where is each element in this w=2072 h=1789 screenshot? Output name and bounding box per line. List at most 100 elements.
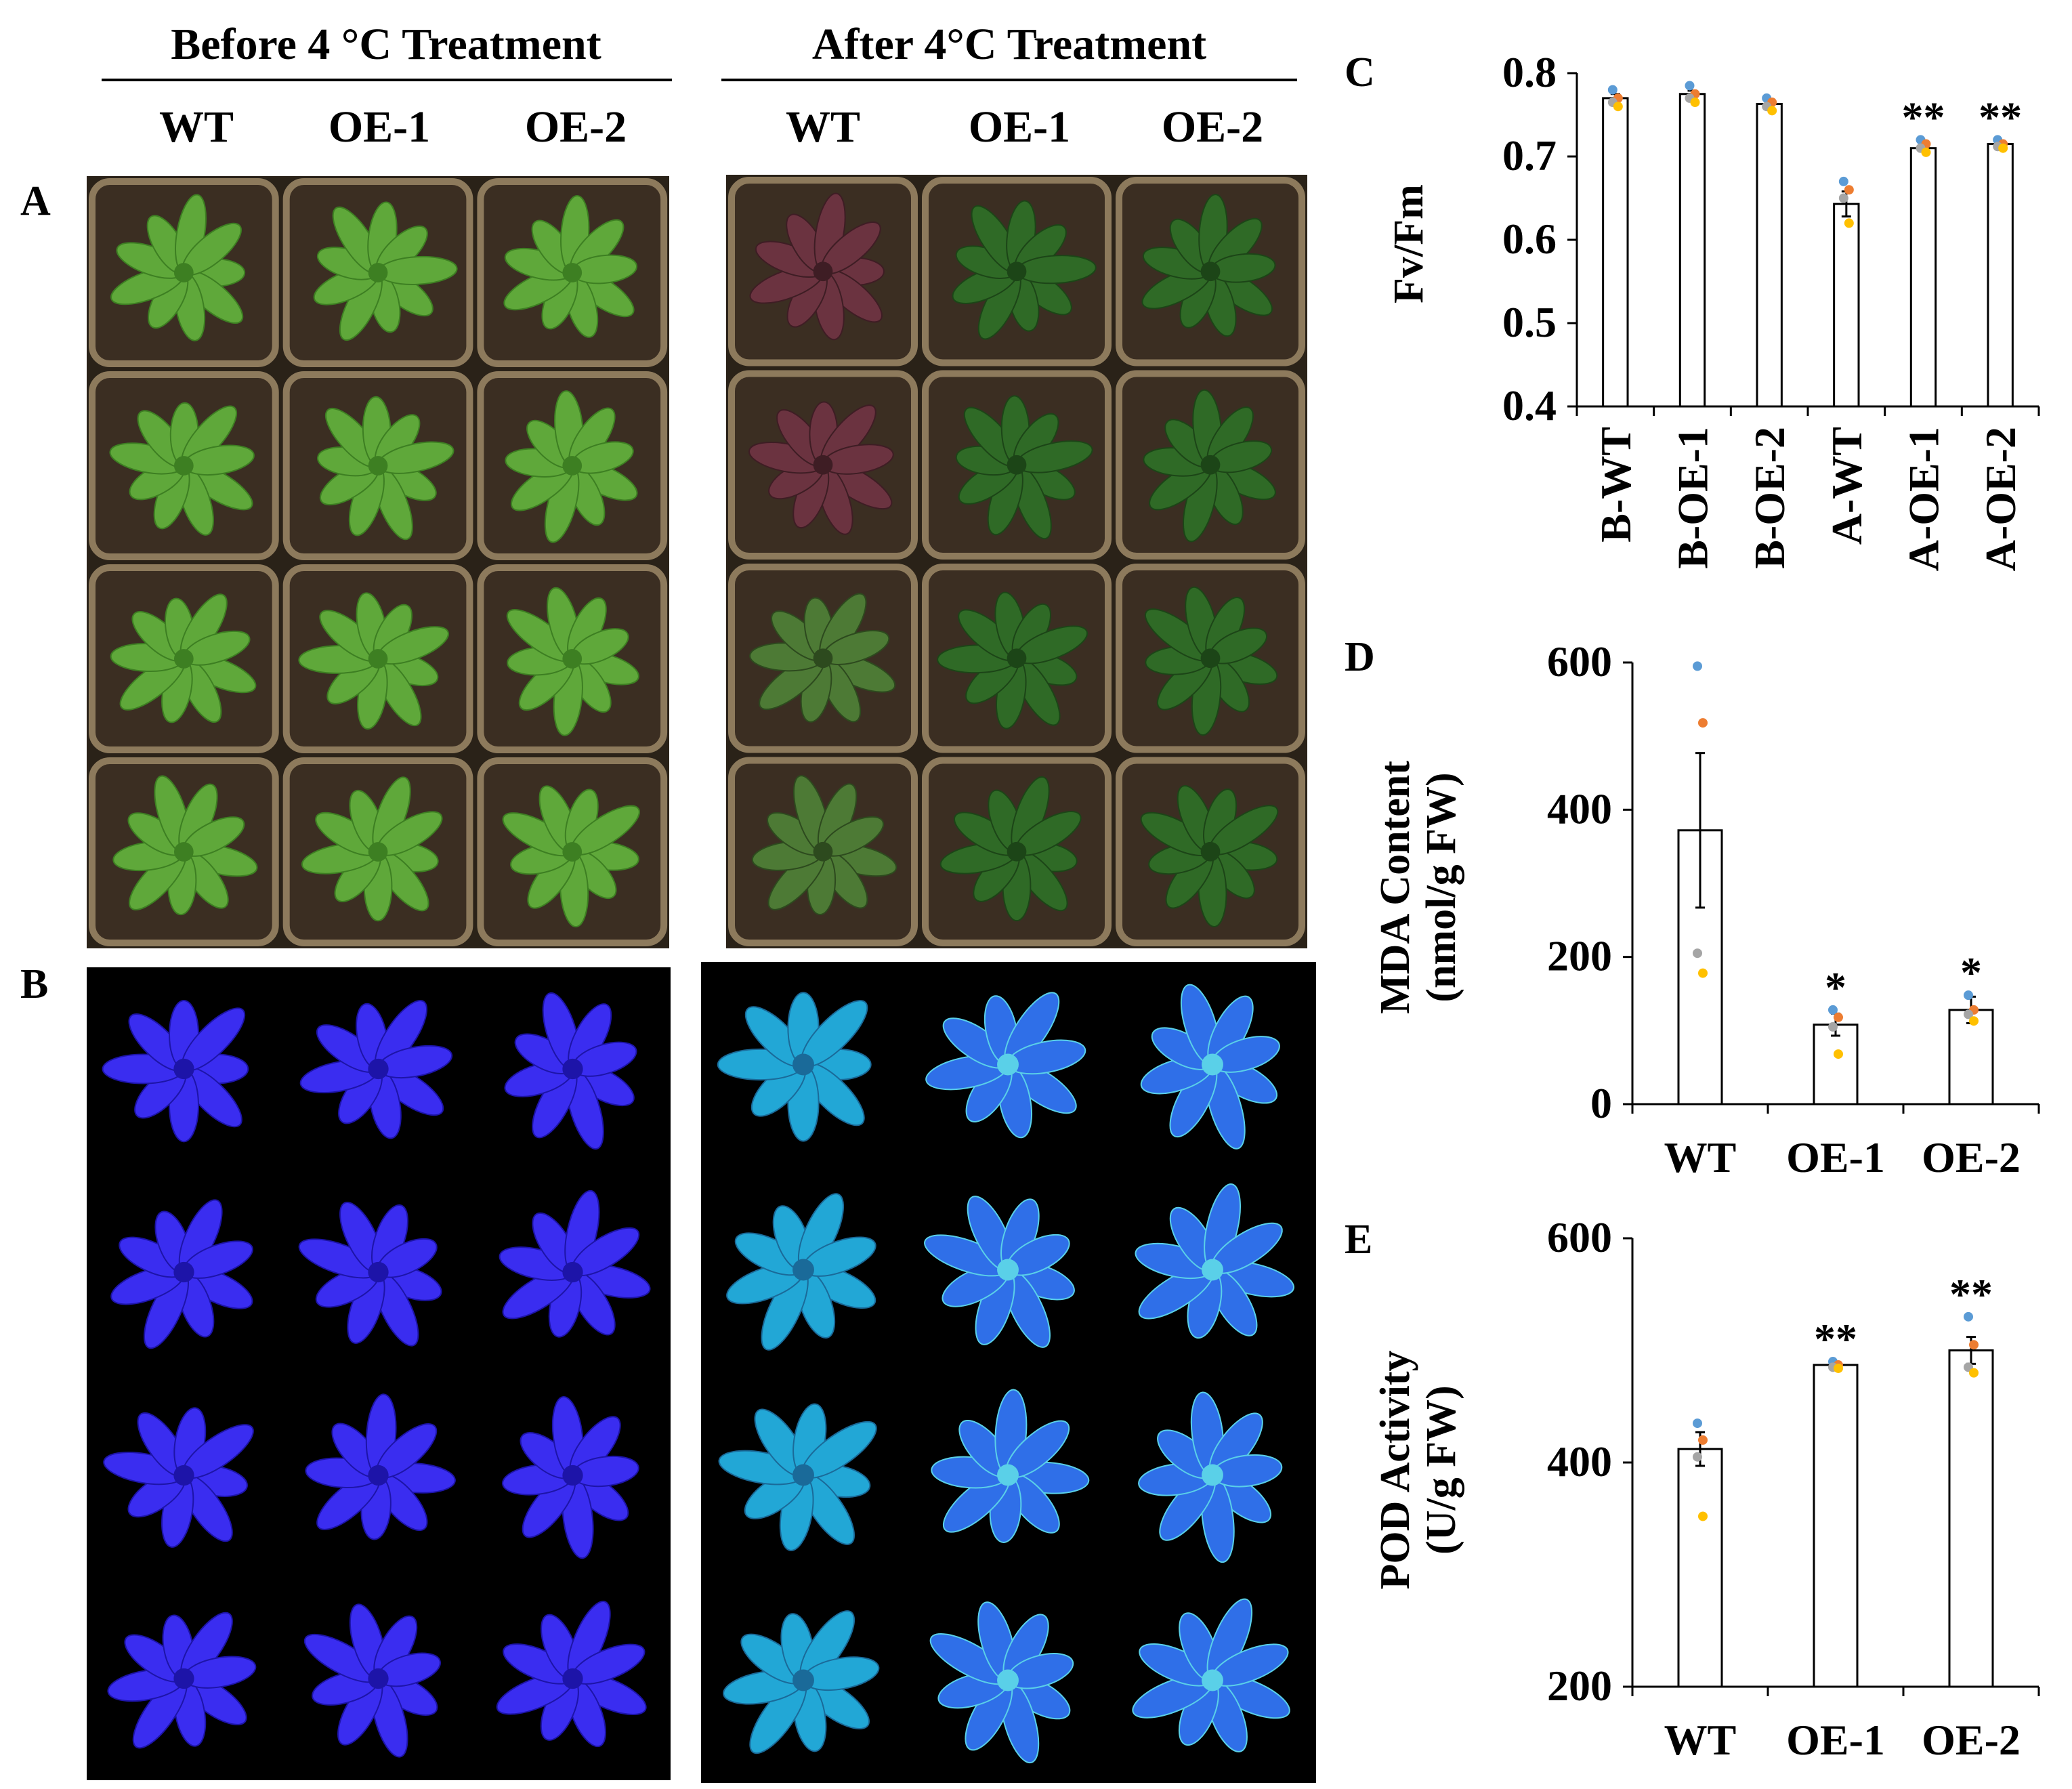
y-tick-label: 600: [1547, 637, 1612, 686]
chart-fvfm: 0.4 0.5 0.6 0.7 0.8 Fv/Fm B-WT B-OE-1 B-OE-2 A-WT…: [1386, 48, 2040, 571]
rosette-center: [173, 263, 194, 282]
data-point: [1998, 143, 2008, 153]
photo-before-treatment: [87, 176, 669, 948]
category-label: WT: [1664, 1716, 1737, 1764]
data-point: [1964, 1009, 1973, 1019]
y-tick-label: 0.5: [1502, 298, 1557, 346]
category-label: OE-2: [1922, 1133, 2021, 1181]
before-col-oe2: OE-2: [524, 102, 627, 152]
rosette-center: [997, 1259, 1019, 1281]
panel-label-e: E: [1345, 1217, 1373, 1263]
rosette-center: [173, 649, 194, 669]
panel-label-d: D: [1345, 634, 1375, 680]
bar: [1948, 1349, 1994, 1688]
y-tick-label: 600: [1547, 1213, 1612, 1261]
fluorescence-after-treatment: [701, 962, 1316, 1783]
rosette-center: [368, 1668, 389, 1689]
rosette-center: [368, 1465, 389, 1486]
y-axis-label: MDA Content: [1372, 761, 1418, 1014]
rosette-center: [368, 842, 388, 862]
significance-marker: *: [1960, 948, 1982, 996]
category-label: A-WT: [1823, 427, 1871, 545]
bar: [1909, 147, 1937, 408]
data-point: [1844, 185, 1854, 195]
data-point: [1964, 990, 1973, 1001]
bar: [1948, 1009, 1994, 1106]
rosette-center: [813, 648, 833, 669]
bar: [1678, 93, 1706, 408]
rosette-center: [1202, 1464, 1223, 1486]
rosette-center: [173, 456, 194, 476]
rosette-center: [1007, 455, 1027, 475]
after-col-wt: WT: [785, 102, 861, 152]
rosette-center: [1007, 261, 1027, 282]
data-point: [1767, 106, 1777, 116]
rosette-center: [1200, 455, 1221, 475]
rosette-center: [997, 1464, 1019, 1486]
before-header-rule: [102, 79, 672, 81]
data-point: [1698, 1435, 1708, 1445]
data-point: [1693, 1452, 1702, 1462]
rosette-center: [562, 1465, 583, 1486]
data-point: [1834, 1012, 1843, 1022]
rosette-center: [173, 1058, 194, 1080]
bar: [1987, 143, 2014, 408]
category-label: OE-1: [1786, 1133, 1885, 1181]
rosette-center: [368, 1058, 389, 1080]
data-point: [1693, 1418, 1702, 1429]
rosette-center: [792, 1259, 814, 1281]
rosette-center: [1200, 261, 1221, 282]
before-treatment-header: Before 4 °C Treatment: [171, 20, 601, 69]
y-tick-label: 0.6: [1502, 215, 1557, 263]
bar: [1813, 1024, 1859, 1106]
category-label: B-WT: [1592, 427, 1640, 543]
rosette-center: [813, 455, 833, 475]
y-tick-label: 0.4: [1502, 381, 1557, 429]
y-axis-label: (nmol/g FW): [1418, 772, 1464, 1002]
category-label: B-OE-1: [1669, 427, 1717, 569]
data-point: [1969, 1368, 1979, 1378]
data-point: [1693, 948, 1702, 959]
panel-label-b: B: [20, 961, 49, 1007]
after-treatment-header: After 4°C Treatment: [811, 20, 1207, 69]
category-label: WT: [1664, 1133, 1737, 1181]
data-point: [1698, 968, 1708, 978]
rosette-center: [1007, 648, 1027, 669]
category-label: OE-2: [1922, 1716, 2021, 1764]
y-axis-label: Fv/Fm: [1386, 184, 1432, 303]
rosette-center: [1200, 648, 1221, 669]
rosette-center: [792, 1669, 814, 1691]
data-point: [1607, 85, 1618, 95]
category-label: B-OE-2: [1746, 427, 1794, 569]
before-col-oe1: OE-1: [328, 102, 431, 152]
data-point: [1838, 193, 1848, 203]
y-tick-label: 0: [1590, 1079, 1612, 1127]
y-axis-label: (U/g FW): [1418, 1385, 1464, 1555]
bar: [1756, 103, 1783, 408]
significance-marker: *: [1825, 963, 1846, 1011]
significance-marker: **: [1902, 93, 1945, 141]
y-tick-label: 200: [1547, 932, 1612, 980]
before-col-wt: WT: [158, 102, 234, 152]
rosette-center: [997, 1669, 1019, 1691]
bar: [1813, 1364, 1859, 1688]
rosette-center: [1007, 841, 1027, 862]
category-label: A-OE-2: [1976, 427, 2025, 571]
data-point: [1698, 1511, 1708, 1521]
rosette-center: [792, 1053, 814, 1076]
category-label: OE-1: [1786, 1716, 1885, 1764]
significance-marker: **: [1814, 1315, 1857, 1363]
photo-after-treatment: [726, 175, 1307, 948]
rosette-center: [368, 456, 388, 476]
fluorescence-before-treatment: [87, 967, 671, 1780]
data-point: [1685, 81, 1695, 91]
panel-label-a: A: [20, 178, 51, 224]
data-point: [1828, 1005, 1838, 1015]
y-tick-label: 200: [1547, 1662, 1612, 1710]
rosette-center: [562, 1261, 583, 1283]
rosette-center: [562, 1058, 583, 1080]
data-point: [1834, 1363, 1843, 1373]
rosette-center: [173, 842, 194, 862]
y-tick-label: 0.8: [1502, 48, 1557, 96]
rosette-center: [997, 1053, 1019, 1076]
